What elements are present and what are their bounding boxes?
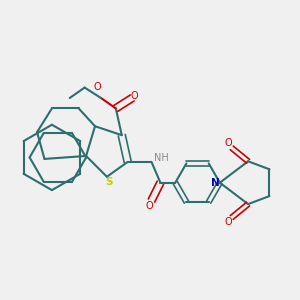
Text: O: O [130, 91, 138, 101]
Text: O: O [225, 139, 232, 148]
Text: O: O [145, 202, 153, 212]
Text: O: O [225, 217, 232, 227]
Text: S: S [106, 177, 113, 187]
Text: NH: NH [154, 153, 169, 163]
Text: N: N [211, 178, 220, 188]
Text: O: O [94, 82, 101, 92]
